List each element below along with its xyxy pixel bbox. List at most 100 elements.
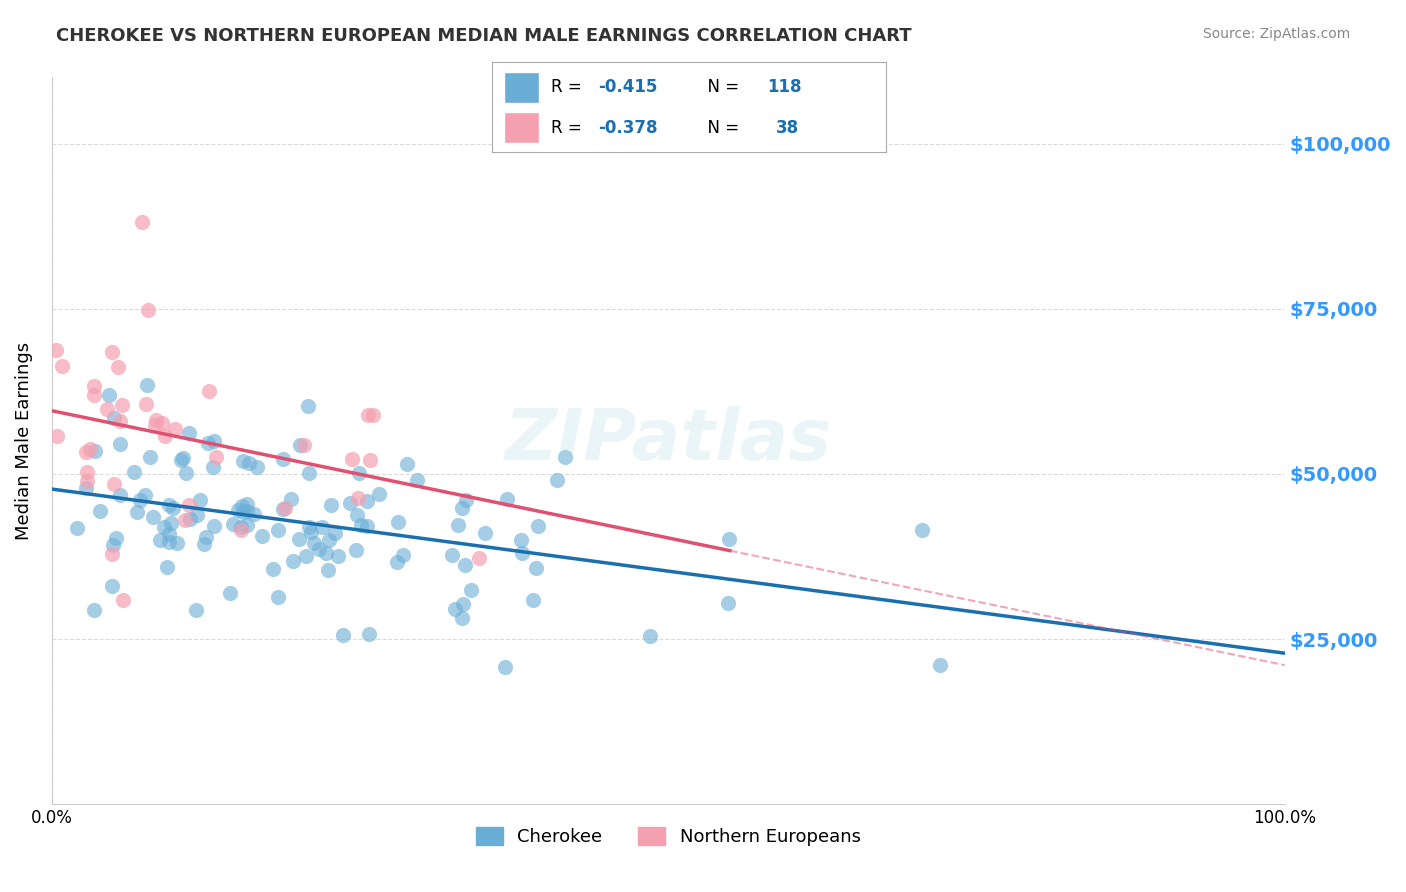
Point	[226, 502, 249, 516]
Legend: Cherokee, Northern Europeans: Cherokee, Northern Europeans	[468, 820, 868, 854]
Text: -0.378: -0.378	[599, 119, 658, 136]
Point	[202, 434, 225, 448]
Point	[177, 425, 200, 440]
Point	[157, 534, 180, 549]
Point	[357, 627, 380, 641]
Point	[288, 532, 311, 546]
Point	[928, 657, 950, 672]
Point	[522, 593, 544, 607]
Point	[298, 520, 321, 534]
Point	[546, 473, 568, 487]
Point	[75, 482, 97, 496]
Point	[46, 429, 69, 443]
Point	[89, 504, 111, 518]
Point	[357, 408, 380, 422]
Point	[108, 414, 131, 428]
Point	[122, 465, 145, 479]
Point	[395, 458, 418, 472]
Point	[157, 526, 180, 541]
Point	[129, 493, 152, 508]
Point	[441, 549, 464, 563]
Point	[321, 498, 343, 512]
Point	[347, 491, 370, 506]
Point	[280, 491, 302, 506]
Point	[235, 504, 257, 518]
Point	[510, 546, 533, 560]
Point	[344, 542, 367, 557]
Point	[195, 530, 218, 544]
Text: CHEROKEE VS NORTHERN EUROPEAN MEDIAN MALE EARNINGS CORRELATION CHART: CHEROKEE VS NORTHERN EUROPEAN MEDIAN MAL…	[56, 27, 912, 45]
Point	[152, 416, 174, 430]
Point	[159, 499, 181, 513]
Point	[153, 428, 176, 442]
Point	[143, 418, 166, 433]
Point	[311, 520, 333, 534]
Point	[125, 505, 148, 519]
Point	[385, 555, 408, 569]
Point	[45, 343, 67, 358]
Y-axis label: Median Male Earnings: Median Male Earnings	[15, 342, 32, 540]
Point	[232, 454, 254, 468]
Point	[318, 533, 340, 548]
FancyBboxPatch shape	[503, 72, 540, 103]
Point	[638, 629, 661, 643]
Point	[134, 488, 156, 502]
Point	[156, 560, 179, 574]
Point	[231, 519, 253, 533]
Point	[202, 459, 225, 474]
Point	[83, 387, 105, 401]
Point	[179, 512, 201, 526]
Point	[83, 379, 105, 393]
Point	[271, 502, 294, 516]
Point	[271, 452, 294, 467]
Point	[131, 215, 153, 229]
Point	[252, 529, 274, 543]
Text: 38: 38	[776, 119, 799, 136]
Point	[262, 562, 284, 576]
Point	[494, 660, 516, 674]
Point	[135, 397, 157, 411]
Point	[447, 517, 470, 532]
Point	[232, 505, 254, 519]
Point	[292, 438, 315, 452]
Point	[170, 452, 193, 467]
Point	[524, 561, 547, 575]
Point	[267, 590, 290, 604]
Point	[356, 518, 378, 533]
Point	[451, 611, 474, 625]
Point	[110, 488, 132, 502]
Point	[174, 513, 197, 527]
Point	[197, 435, 219, 450]
Point	[350, 518, 373, 533]
Point	[160, 516, 183, 530]
Point	[274, 500, 297, 515]
Point	[235, 497, 257, 511]
Point	[460, 582, 482, 597]
Text: N =: N =	[697, 78, 744, 96]
Point	[165, 422, 187, 436]
Point	[444, 602, 467, 616]
Text: N =: N =	[697, 119, 744, 136]
Point	[197, 384, 219, 398]
Point	[339, 496, 361, 510]
Point	[219, 586, 242, 600]
Point	[387, 515, 409, 529]
Point	[205, 450, 228, 464]
Point	[295, 549, 318, 563]
Point	[356, 493, 378, 508]
Point	[111, 593, 134, 607]
Point	[347, 467, 370, 481]
Point	[188, 492, 211, 507]
Point	[83, 603, 105, 617]
Point	[346, 508, 368, 523]
Point	[716, 596, 738, 610]
Text: 118: 118	[768, 78, 803, 96]
Point	[76, 465, 98, 479]
Point	[111, 398, 134, 412]
Point	[235, 518, 257, 533]
Point	[361, 408, 384, 422]
Point	[162, 501, 184, 516]
Point	[405, 473, 427, 487]
Point	[456, 492, 478, 507]
Point	[359, 453, 381, 467]
